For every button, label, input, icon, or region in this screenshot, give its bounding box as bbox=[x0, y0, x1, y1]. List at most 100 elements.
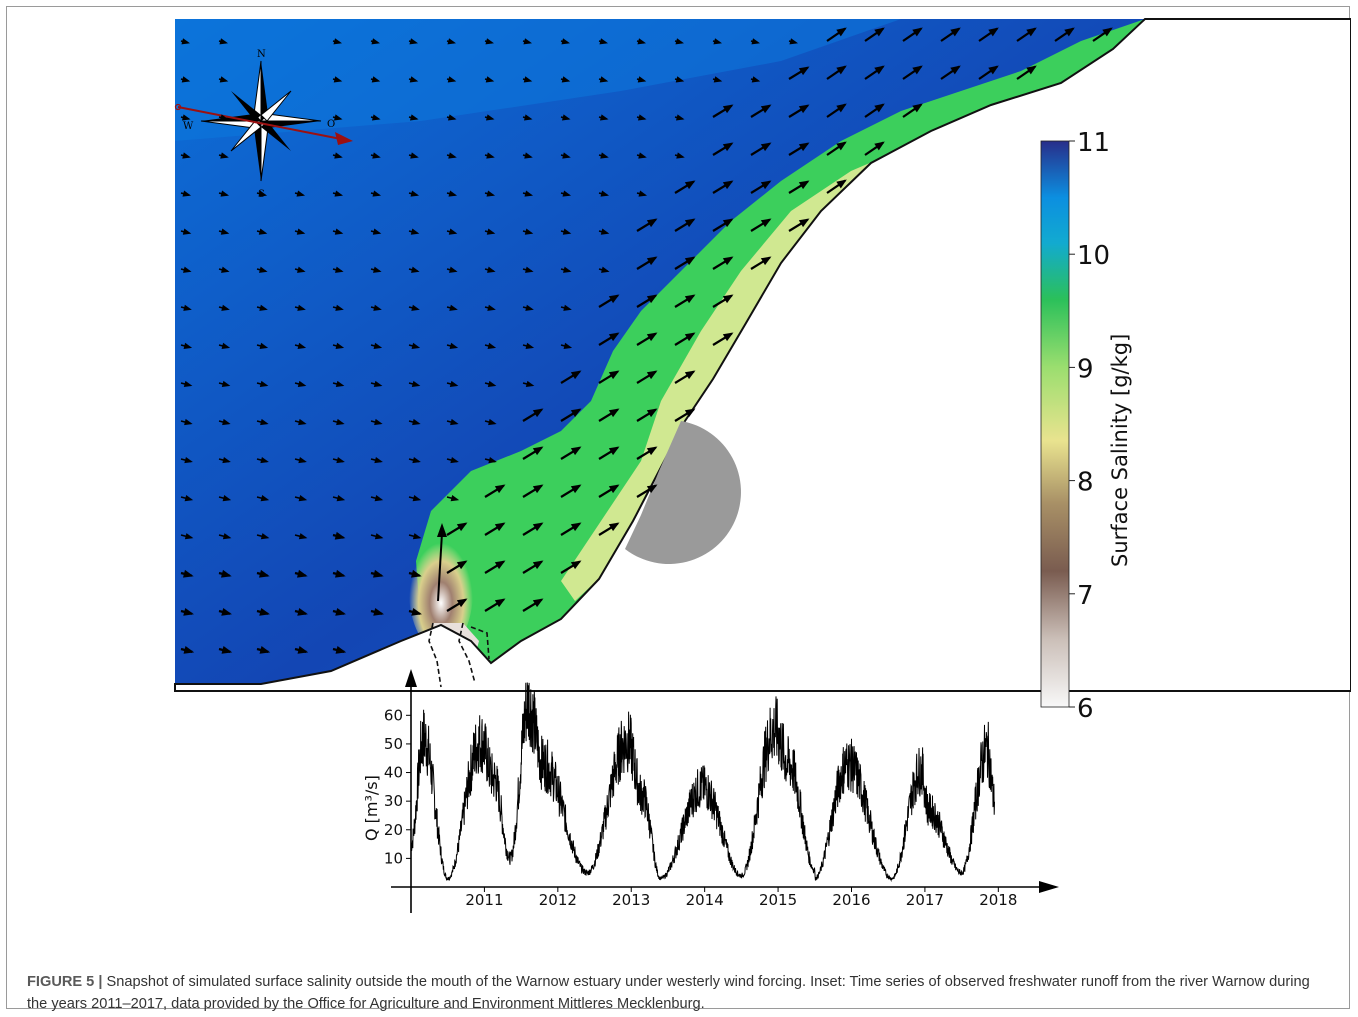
river-mouth-plume bbox=[409, 531, 473, 651]
colorbar-tick-label: 11 bbox=[1077, 128, 1110, 158]
velocity-arrow bbox=[332, 456, 345, 464]
velocity-arrow bbox=[978, 65, 999, 80]
velocity-arrow bbox=[864, 65, 885, 80]
velocity-arrow bbox=[788, 66, 810, 80]
velocity-arrow bbox=[180, 380, 193, 388]
velocity-arrow bbox=[408, 114, 419, 121]
velocity-arrow bbox=[788, 142, 810, 156]
velocity-arrow bbox=[598, 228, 610, 235]
velocity-arrow bbox=[712, 218, 734, 232]
velocity-arrow bbox=[446, 76, 457, 83]
velocity-arrow bbox=[218, 38, 228, 45]
velocity-arrow bbox=[180, 266, 192, 273]
velocity-arrow bbox=[294, 418, 307, 426]
velocity-arrow bbox=[446, 152, 457, 159]
velocity-arrow bbox=[408, 342, 421, 349]
inset-x-tick-label: 2011 bbox=[465, 891, 503, 909]
velocity-arrow bbox=[370, 266, 382, 273]
plume-green bbox=[416, 19, 1145, 663]
velocity-arrow bbox=[674, 256, 696, 270]
velocity-arrow bbox=[294, 456, 307, 464]
velocity-arrow bbox=[180, 38, 190, 45]
velocity-arrow bbox=[522, 342, 535, 349]
velocity-arrow bbox=[674, 76, 685, 83]
velocity-arrow bbox=[636, 294, 658, 308]
velocity-arrow bbox=[180, 114, 191, 121]
inset-y-tick-label: 40 bbox=[384, 764, 403, 782]
velocity-arrow bbox=[218, 304, 230, 311]
inset-y-tick-label: 30 bbox=[384, 792, 403, 810]
velocity-arrow bbox=[332, 607, 346, 616]
velocity-arrow bbox=[636, 76, 647, 83]
velocity-arrow bbox=[180, 607, 194, 616]
velocity-arrow bbox=[484, 228, 496, 235]
velocity-arrow bbox=[218, 76, 229, 83]
velocity-arrow bbox=[484, 342, 497, 349]
velocity-arrow bbox=[446, 522, 468, 536]
velocity-arrow bbox=[180, 418, 193, 426]
inset-x-tick-label: 2014 bbox=[686, 891, 724, 909]
velocity-arrow bbox=[674, 332, 696, 346]
figure-svg: N S W O 11 10 9 8 7 6 Surface Salinity [g/kg]… bbox=[174, 18, 1351, 913]
velocity-arrow bbox=[370, 304, 382, 311]
velocity-arrow bbox=[636, 408, 658, 422]
velocity-arrow bbox=[332, 266, 344, 273]
inset-x-tick-label: 2013 bbox=[612, 891, 650, 909]
velocity-arrow bbox=[370, 152, 381, 159]
velocity-arrow bbox=[180, 228, 192, 235]
velocity-arrow bbox=[294, 304, 306, 311]
velocity-arrow bbox=[294, 228, 306, 235]
velocity-arrow bbox=[294, 533, 308, 540]
velocity-arrow bbox=[180, 533, 194, 540]
velocity-arrow bbox=[332, 418, 345, 426]
velocity-arrow bbox=[712, 180, 734, 194]
velocity-arrow bbox=[484, 380, 497, 388]
velocity-arrow bbox=[522, 560, 544, 574]
gray-circle bbox=[625, 421, 741, 564]
velocity-arrow bbox=[598, 370, 620, 384]
velocity-arrow bbox=[484, 522, 506, 536]
velocity-arrow bbox=[218, 380, 231, 388]
velocity-arrow bbox=[522, 76, 533, 83]
velocity-arrow bbox=[712, 38, 722, 45]
velocity-arrow bbox=[598, 190, 610, 197]
velocity-arrow bbox=[864, 103, 885, 118]
velocity-arrow bbox=[256, 228, 268, 235]
velocity-arrow bbox=[332, 342, 345, 349]
velocity-arrow bbox=[484, 418, 497, 426]
velocity-arrow bbox=[674, 114, 685, 121]
inset-ylabel: Q [m³/s] bbox=[362, 775, 381, 841]
inset-x-tick-label: 2012 bbox=[539, 891, 577, 909]
velocity-arrow bbox=[408, 495, 422, 502]
velocity-arrow bbox=[408, 304, 420, 311]
velocity-arrow bbox=[180, 342, 193, 349]
velocity-arrow bbox=[218, 342, 231, 349]
velocity-arrow bbox=[750, 38, 760, 45]
velocity-arrow bbox=[446, 38, 456, 45]
velocity-arrow bbox=[560, 38, 570, 45]
velocity-arrow bbox=[978, 27, 999, 42]
velocity-arrow bbox=[522, 114, 533, 121]
velocity-arrow bbox=[294, 607, 308, 616]
colorbar-label: Surface Salinity [g/kg] bbox=[1108, 334, 1132, 567]
velocity-arrow bbox=[560, 522, 582, 536]
velocity-arrow bbox=[788, 218, 810, 232]
velocity-arrow bbox=[1054, 27, 1075, 42]
velocity-arrow bbox=[598, 484, 620, 498]
velocity-arrow bbox=[218, 266, 230, 273]
velocity-arrow bbox=[902, 65, 923, 80]
velocity-arrow bbox=[560, 152, 571, 159]
velocity-arrow bbox=[294, 380, 307, 388]
velocity-arrow bbox=[408, 228, 420, 235]
velocity-arrow bbox=[712, 256, 734, 270]
velocity-arrow bbox=[446, 380, 459, 388]
velocity-arrow bbox=[370, 607, 384, 616]
velocity-arrow bbox=[598, 294, 620, 308]
velocity-arrow bbox=[484, 152, 495, 159]
velocity-arrow bbox=[560, 304, 572, 311]
velocity-arrow bbox=[370, 456, 383, 464]
velocity-arrow bbox=[560, 76, 571, 83]
velocity-arrow bbox=[294, 569, 308, 578]
velocity-arrow bbox=[484, 38, 494, 45]
velocity-arrow bbox=[788, 38, 798, 45]
